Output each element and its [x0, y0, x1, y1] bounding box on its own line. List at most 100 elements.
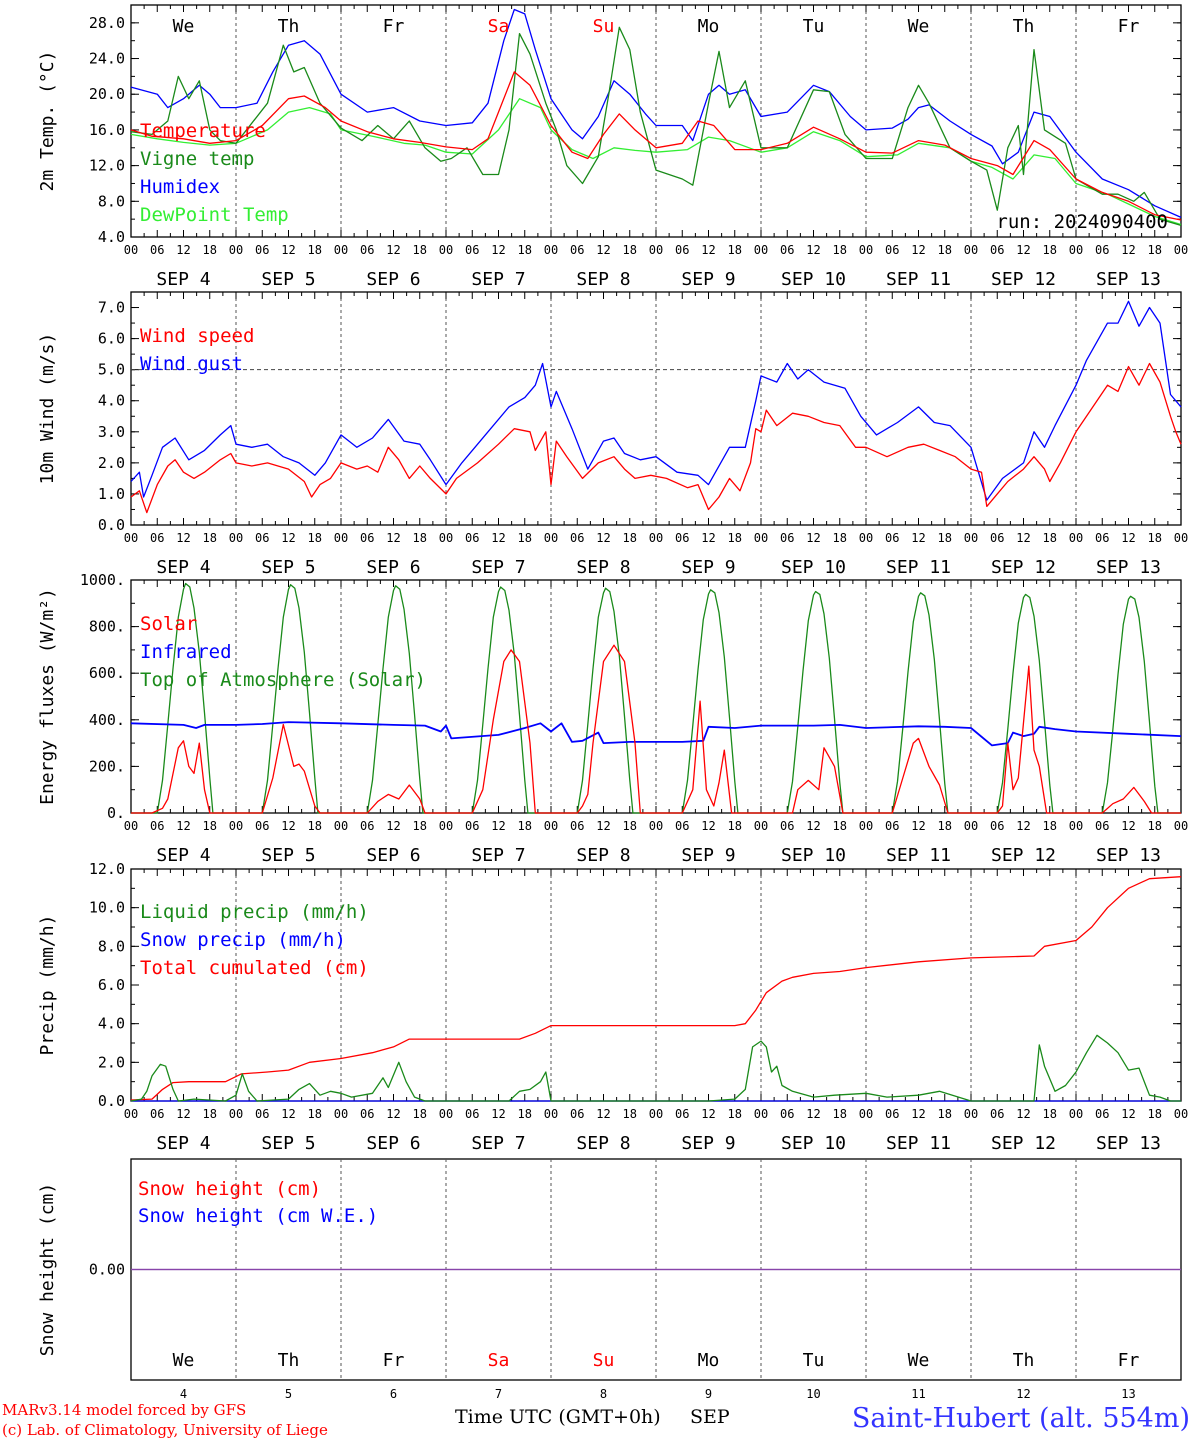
- x-date-label: SEP 13: [1096, 557, 1161, 578]
- x-date-label: SEP 8: [576, 269, 630, 290]
- x-hour-label: 06: [570, 819, 584, 833]
- legend-entry: Humidex: [140, 176, 220, 198]
- x-hour-label: 00: [229, 819, 243, 833]
- y-tick-label: 12.0: [89, 860, 125, 878]
- x-hour-label: 06: [465, 1107, 479, 1121]
- x-hour-label: 18: [1148, 819, 1162, 833]
- x-hour-label: 06: [150, 819, 164, 833]
- x-hour-label: 00: [1174, 819, 1188, 833]
- x-date-label: SEP 5: [261, 845, 315, 866]
- x-hour-label: 00: [544, 1107, 558, 1121]
- x-hour-label: 18: [1148, 1107, 1162, 1121]
- x-date-label: SEP 6: [366, 845, 420, 866]
- x-hour-label: 12: [701, 1107, 715, 1121]
- x-date-label: SEP 9: [681, 845, 735, 866]
- series-line-vigne-temp: [130, 26, 1182, 227]
- weekday-label: Su: [593, 16, 615, 37]
- x-hour-label: 12: [491, 1107, 505, 1121]
- x-hour-label: 00: [439, 1107, 453, 1121]
- x-hour-label: 06: [150, 243, 164, 257]
- bottom-date-number: 13: [1121, 1387, 1135, 1401]
- x-hour-label: 18: [728, 531, 742, 545]
- x-date-label: SEP 4: [156, 269, 210, 290]
- y-tick-label: 200.: [89, 757, 125, 775]
- panel-2: [130, 291, 1182, 526]
- x-date-label: SEP 13: [1096, 269, 1161, 290]
- x-hour-label: 06: [255, 1107, 269, 1121]
- x-hour-label: 06: [885, 1107, 899, 1121]
- x-hour-label: 00: [964, 1107, 978, 1121]
- x-date-label: SEP 4: [156, 557, 210, 578]
- x-hour-label: 00: [439, 531, 453, 545]
- weekday-label: Fr: [1118, 16, 1140, 37]
- bottom-date-number: 6: [390, 1387, 397, 1401]
- panel-3: [130, 579, 1182, 814]
- x-hour-label: 06: [780, 1107, 794, 1121]
- x-hour-label: 06: [780, 531, 794, 545]
- y-tick-label: 0.0: [98, 1092, 125, 1110]
- x-hour-label: 06: [990, 1107, 1004, 1121]
- x-hour-label: 00: [1174, 243, 1188, 257]
- bottom-date-number: 9: [705, 1387, 712, 1401]
- x-hour-label: 06: [465, 531, 479, 545]
- bottom-date-number: 5: [285, 1387, 292, 1401]
- x-hour-label: 00: [859, 243, 873, 257]
- y-tick-label: 2.0: [98, 454, 125, 472]
- legend-entry: Top of Atmosphere (Solar): [140, 669, 426, 691]
- x-hour-label: 12: [1121, 1107, 1135, 1121]
- x-hour-label: 12: [701, 531, 715, 545]
- x-hour-label: 12: [596, 243, 610, 257]
- x-date-label: SEP 12: [991, 269, 1056, 290]
- x-hour-label: 18: [1043, 819, 1057, 833]
- footer-lab-credit: (c) Lab. of Climatology, University of L…: [2, 1421, 328, 1439]
- legend-entry: Snow precip (mm/h): [140, 929, 346, 951]
- x-hour-label: 18: [308, 1107, 322, 1121]
- legend-entry: Total cumulated (cm): [140, 957, 369, 979]
- y-axis-label: Energy fluxes (W/m²): [37, 588, 58, 805]
- x-hour-label: 18: [623, 1107, 637, 1121]
- x-hour-label: 18: [938, 531, 952, 545]
- series-line-humidex: [130, 8, 1182, 218]
- x-date-label: SEP 9: [681, 1133, 735, 1154]
- weekday-label: Mo: [698, 1350, 720, 1371]
- x-hour-label: 00: [229, 531, 243, 545]
- x-hour-label: 06: [990, 819, 1004, 833]
- x-hour-label: 12: [176, 243, 190, 257]
- panel-1: [130, 4, 1182, 238]
- x-hour-label: 00: [964, 531, 978, 545]
- x-hour-label: 18: [518, 1107, 532, 1121]
- x-hour-label: 12: [386, 531, 400, 545]
- x-date-label: SEP 8: [576, 557, 630, 578]
- weekday-label: Tu: [803, 16, 825, 37]
- weekday-label: Mo: [698, 16, 720, 37]
- x-hour-label: 18: [413, 531, 427, 545]
- x-hour-label: 00: [544, 819, 558, 833]
- x-hour-label: 00: [964, 819, 978, 833]
- x-hour-label: 12: [911, 819, 925, 833]
- x-date-label: SEP 6: [366, 557, 420, 578]
- x-hour-label: 12: [491, 819, 505, 833]
- x-hour-label: 06: [465, 819, 479, 833]
- y-tick-label: 24.0: [89, 50, 125, 68]
- x-hour-label: 18: [1043, 1107, 1057, 1121]
- legend-entry: Liquid precip (mm/h): [140, 901, 369, 923]
- x-hour-label: 18: [203, 819, 217, 833]
- x-hour-label: 00: [649, 531, 663, 545]
- station-name: Saint-Hubert (alt. 554m): [852, 1403, 1190, 1434]
- x-date-label: SEP 6: [366, 269, 420, 290]
- x-hour-label: 18: [623, 531, 637, 545]
- x-date-label: SEP 8: [576, 845, 630, 866]
- y-tick-label: 0.0: [98, 516, 125, 534]
- y-tick-label: 28.0: [89, 14, 125, 32]
- legend-entry: DewPoint Temp: [140, 204, 289, 226]
- x-hour-label: 06: [780, 819, 794, 833]
- x-date-label: SEP 10: [781, 1133, 846, 1154]
- x-date-label: SEP 7: [471, 845, 525, 866]
- x-hour-label: 00: [859, 531, 873, 545]
- x-date-label: SEP 5: [261, 1133, 315, 1154]
- x-hour-label: 18: [518, 819, 532, 833]
- x-date-label: SEP 11: [886, 845, 951, 866]
- x-hour-label: 12: [176, 1107, 190, 1121]
- x-date-label: SEP 12: [991, 1133, 1056, 1154]
- series-line-infrared: [130, 721, 1182, 747]
